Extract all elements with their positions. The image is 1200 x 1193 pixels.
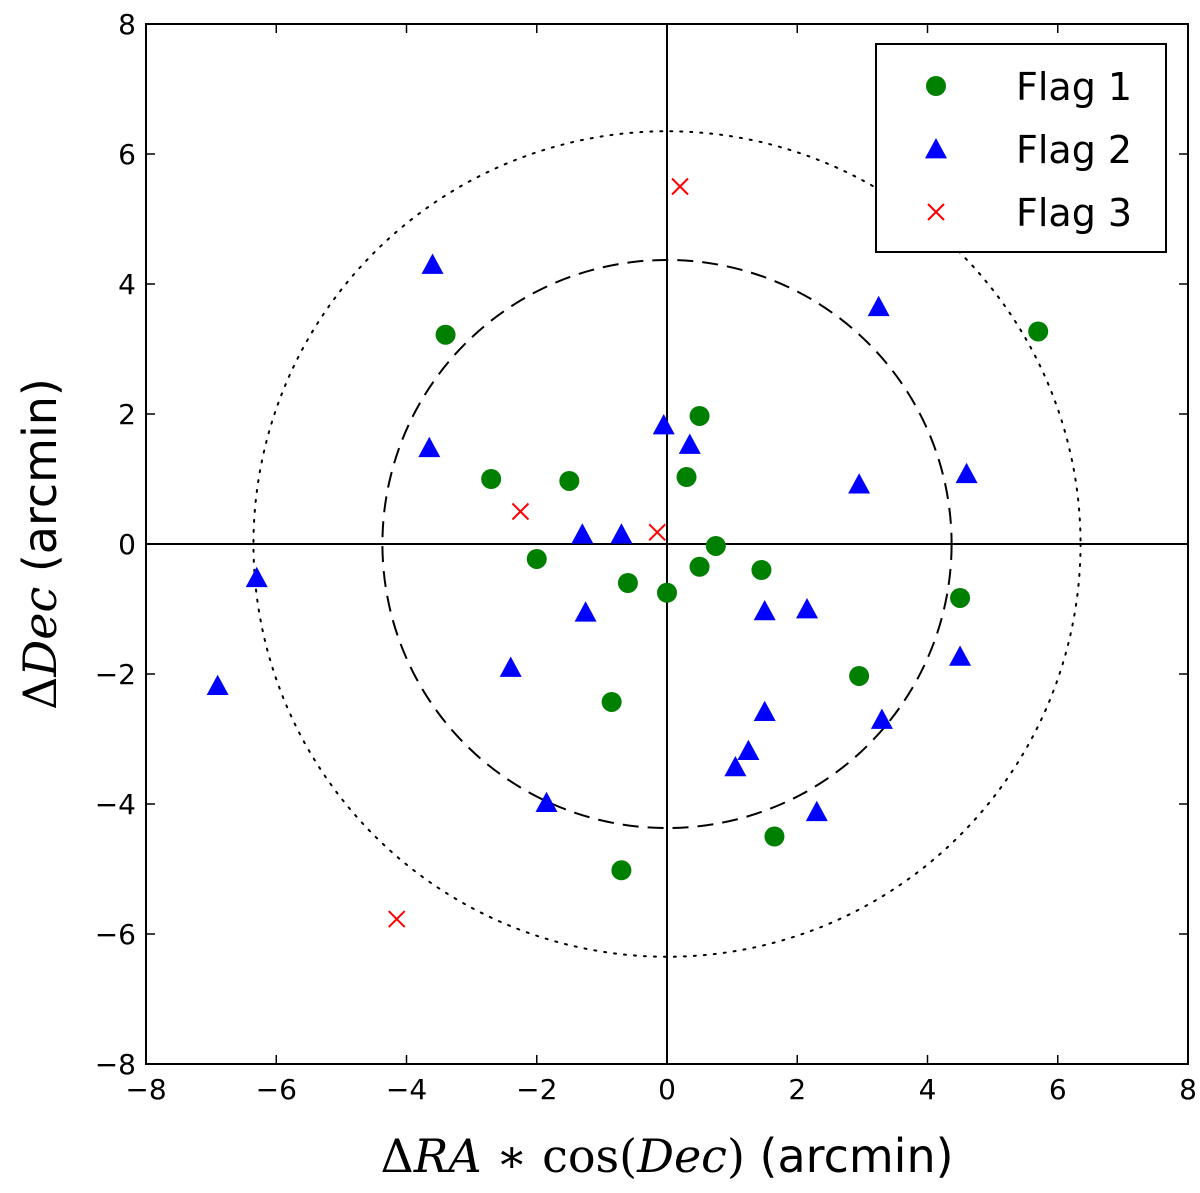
x-marker-stroke bbox=[927, 203, 945, 221]
point-flag-1 bbox=[559, 470, 580, 491]
legend-marker-flag-1 bbox=[926, 76, 946, 96]
point-flag-2 bbox=[245, 566, 268, 588]
point-flag-2 bbox=[805, 800, 828, 822]
x-tick-label: −8 bbox=[125, 1073, 166, 1106]
x-marker-stroke bbox=[648, 523, 666, 542]
point-flag-1 bbox=[481, 469, 502, 489]
point-flag-2 bbox=[753, 599, 776, 621]
x-tick-label: 0 bbox=[658, 1073, 676, 1106]
y-tick-label: −8 bbox=[95, 1048, 136, 1081]
point-flag-2 bbox=[571, 523, 594, 544]
point-flag-2 bbox=[867, 295, 890, 317]
point-flag-1 bbox=[617, 573, 638, 593]
point-flag-2 bbox=[753, 700, 776, 722]
x-tick-label: −2 bbox=[516, 1073, 557, 1106]
x-axis-label-close: ) bbox=[727, 1129, 745, 1183]
point-flag-1 bbox=[950, 587, 971, 608]
x-marker-stroke bbox=[388, 910, 406, 928]
point-flag-3 bbox=[648, 523, 666, 542]
x-axis-label-var: RA bbox=[413, 1129, 482, 1183]
axis-ticks: −8 −6 −4 −2 0 2 4 6 8 −8 −6 −4 −2 0 2 4 6 8 bbox=[95, 8, 1197, 1106]
point-flag-2 bbox=[574, 601, 597, 622]
point-flag-1 bbox=[689, 405, 710, 426]
point-flag-2 bbox=[724, 755, 747, 777]
y-tick-label: 8 bbox=[118, 8, 136, 41]
x-axis-label-unit: (arcmin) bbox=[745, 1129, 954, 1183]
y-axis-label-var: Dec bbox=[13, 587, 67, 678]
y-tick-label: −4 bbox=[95, 788, 136, 821]
point-flag-2 bbox=[949, 645, 972, 666]
point-flag-1 bbox=[601, 691, 622, 712]
x-tick-label: 2 bbox=[788, 1073, 806, 1106]
x-axis-label-delta: Δ bbox=[380, 1129, 413, 1183]
y-axis-label: ΔDec (arcmin) bbox=[13, 378, 67, 710]
legend-label-flag-2: Flag 2 bbox=[1016, 128, 1132, 172]
point-flag-2 bbox=[499, 656, 522, 677]
point-flag-2 bbox=[610, 523, 633, 544]
point-flag-2 bbox=[796, 598, 819, 619]
legend-label-flag-3: Flag 3 bbox=[1016, 191, 1132, 235]
x-axis-label-cos: cos( bbox=[542, 1129, 637, 1183]
point-flag-1 bbox=[657, 582, 677, 603]
point-flag-2 bbox=[678, 433, 701, 454]
point-flag-2 bbox=[737, 739, 760, 761]
data-points bbox=[206, 177, 1049, 928]
point-flag-2 bbox=[421, 253, 444, 274]
legend-label-flag-1: Flag 1 bbox=[1016, 65, 1132, 109]
point-flag-1 bbox=[751, 560, 772, 580]
x-tick-label: −6 bbox=[256, 1073, 297, 1106]
y-axis-label-unit: (arcmin) bbox=[13, 378, 67, 587]
point-flag-1 bbox=[435, 324, 456, 345]
legend-box bbox=[875, 43, 1167, 253]
x-marker-stroke bbox=[511, 502, 530, 521]
point-flag-2 bbox=[848, 473, 871, 494]
x-tick-label: 6 bbox=[1049, 1073, 1067, 1106]
point-flag-2 bbox=[535, 791, 558, 813]
y-tick-label: 0 bbox=[118, 528, 136, 561]
point-flag-3 bbox=[671, 177, 689, 196]
point-flag-2 bbox=[870, 708, 893, 729]
point-flag-1 bbox=[849, 665, 870, 686]
x-axis-label: ΔRA ∗ cos(Dec) (arcmin) bbox=[380, 1129, 953, 1183]
point-flag-1 bbox=[526, 548, 547, 569]
y-tick-label: 4 bbox=[118, 268, 136, 301]
guide-lines bbox=[146, 24, 1188, 1064]
x-axis-label-dec: Dec bbox=[636, 1129, 727, 1183]
legend-marker-flag-2 bbox=[925, 138, 947, 159]
point-flag-1 bbox=[1028, 321, 1049, 342]
point-flag-1 bbox=[611, 860, 632, 881]
point-flag-3 bbox=[511, 502, 530, 521]
point-flag-2 bbox=[418, 436, 441, 458]
point-flag-3 bbox=[388, 910, 406, 928]
legend: Flag 1 Flag 2 Flag 3 bbox=[875, 43, 1167, 253]
point-flag-1 bbox=[676, 467, 697, 488]
y-tick-label: −6 bbox=[95, 918, 136, 951]
y-tick-label: −2 bbox=[95, 658, 136, 691]
x-marker-stroke bbox=[671, 177, 689, 196]
legend-marker-flag-3 bbox=[927, 203, 945, 221]
point-flag-1 bbox=[689, 556, 710, 577]
y-tick-label: 2 bbox=[118, 398, 136, 431]
point-flag-2 bbox=[652, 414, 675, 435]
x-axis-label-star: ∗ bbox=[482, 1129, 543, 1183]
point-flag-2 bbox=[206, 674, 229, 696]
x-tick-label: −4 bbox=[386, 1073, 427, 1106]
y-tick-label: 6 bbox=[118, 138, 136, 171]
x-tick-label: 8 bbox=[1179, 1073, 1197, 1106]
y-axis-label-delta: Δ bbox=[13, 677, 67, 710]
point-flag-1 bbox=[705, 535, 726, 556]
x-tick-label: 4 bbox=[919, 1073, 937, 1106]
point-flag-2 bbox=[955, 462, 978, 484]
point-flag-1 bbox=[764, 826, 785, 847]
